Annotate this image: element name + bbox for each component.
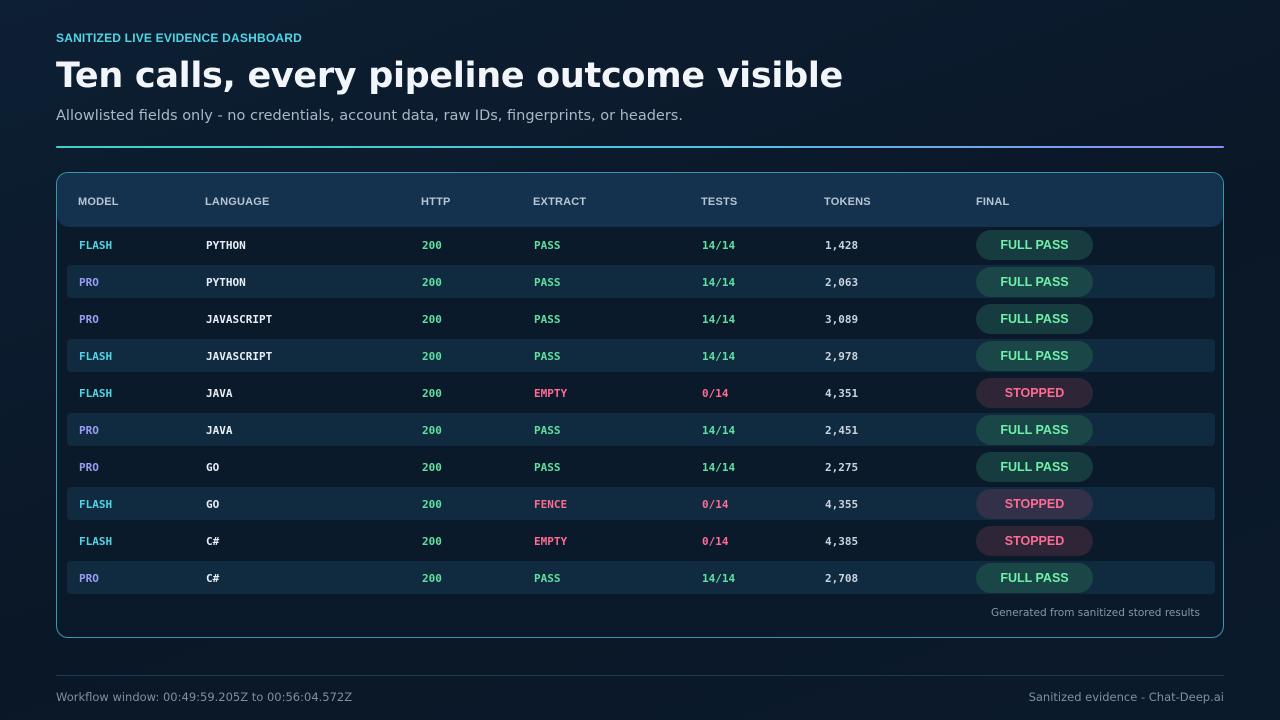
tests-cell: 14/14 xyxy=(702,572,736,585)
extract-cell: PASS xyxy=(534,239,561,252)
tests-cell: 0/14 xyxy=(702,498,729,511)
final-status-badge: FULL PASS xyxy=(976,415,1093,445)
extract-cell: PASS xyxy=(534,461,561,474)
column-header-tests: TESTS xyxy=(701,196,738,208)
page-title: Ten calls, every pipeline outcome visibl… xyxy=(56,56,843,96)
language-cell: JAVASCRIPT xyxy=(206,350,273,363)
http-status-cell: 200 xyxy=(422,387,442,400)
http-status-cell: 200 xyxy=(422,239,442,252)
model-cell: PRO xyxy=(79,572,99,585)
table-row: PRO C# 200 PASS 14/14 2,708 FULL PASS xyxy=(67,561,1215,594)
http-status-cell: 200 xyxy=(422,350,442,363)
language-cell: PYTHON xyxy=(206,239,246,252)
language-cell: JAVASCRIPT xyxy=(206,313,273,326)
table-footnote: Generated from sanitized stored results xyxy=(990,607,1200,619)
column-header-tokens: TOKENS xyxy=(824,196,871,208)
tokens-cell: 2,708 xyxy=(825,572,859,585)
final-status-badge: FULL PASS xyxy=(976,304,1093,334)
final-status-badge: STOPPED xyxy=(976,526,1093,556)
column-header-final: FINAL xyxy=(976,196,1010,208)
tests-cell: 14/14 xyxy=(702,424,736,437)
column-header-model: MODEL xyxy=(78,196,119,208)
tokens-cell: 4,385 xyxy=(825,535,859,548)
http-status-cell: 200 xyxy=(422,461,442,474)
final-status-badge: FULL PASS xyxy=(976,341,1093,371)
extract-cell: PASS xyxy=(534,572,561,585)
language-cell: JAVA xyxy=(206,387,233,400)
workflow-window: Workflow window: 00:49:59.205Z to 00:56:… xyxy=(56,690,353,704)
http-status-cell: 200 xyxy=(422,572,442,585)
column-header-extract: EXTRACT xyxy=(533,196,587,208)
header-divider xyxy=(56,146,1224,148)
language-cell: C# xyxy=(206,535,220,548)
footer-credit: Sanitized evidence - Chat-Deep.ai xyxy=(1028,690,1224,704)
language-cell: JAVA xyxy=(206,424,233,437)
table-header: MODEL LANGUAGE HTTP EXTRACT TESTS TOKENS… xyxy=(57,173,1223,227)
tokens-cell: 4,355 xyxy=(825,498,859,511)
http-status-cell: 200 xyxy=(422,535,442,548)
tests-cell: 14/14 xyxy=(702,313,736,326)
table-row: FLASH PYTHON 200 PASS 14/14 1,428 FULL PASS xyxy=(67,228,1215,261)
model-cell: FLASH xyxy=(79,498,113,511)
extract-cell: EMPTY xyxy=(534,535,568,548)
final-status-badge: STOPPED xyxy=(976,378,1093,408)
extract-cell: PASS xyxy=(534,350,561,363)
model-cell: FLASH xyxy=(79,350,113,363)
tokens-cell: 1,428 xyxy=(825,239,859,252)
model-cell: FLASH xyxy=(79,239,113,252)
footer-divider xyxy=(56,675,1224,676)
http-status-cell: 200 xyxy=(422,498,442,511)
extract-cell: EMPTY xyxy=(534,387,568,400)
page-subtitle: Allowlisted fields only - no credentials… xyxy=(56,108,683,124)
results-table: MODEL LANGUAGE HTTP EXTRACT TESTS TOKENS… xyxy=(56,172,1224,638)
table-row: PRO GO 200 PASS 14/14 2,275 FULL PASS xyxy=(67,450,1215,483)
model-cell: PRO xyxy=(79,461,99,474)
table-row: PRO JAVASCRIPT 200 PASS 14/14 3,089 FULL PASS xyxy=(67,302,1215,335)
tests-cell: 14/14 xyxy=(702,461,736,474)
final-status-badge: FULL PASS xyxy=(976,563,1093,593)
model-cell: FLASH xyxy=(79,387,113,400)
tokens-cell: 2,275 xyxy=(825,461,859,474)
model-cell: PRO xyxy=(79,424,99,437)
tests-cell: 0/14 xyxy=(702,535,729,548)
http-status-cell: 200 xyxy=(422,276,442,289)
tests-cell: 14/14 xyxy=(702,276,736,289)
tests-cell: 0/14 xyxy=(702,387,729,400)
extract-cell: FENCE xyxy=(534,498,568,511)
model-cell: PRO xyxy=(79,313,99,326)
dashboard-eyebrow: SANITIZED LIVE EVIDENCE DASHBOARD xyxy=(56,31,302,45)
final-status-badge: FULL PASS xyxy=(976,452,1093,482)
table-row: PRO PYTHON 200 PASS 14/14 2,063 FULL PASS xyxy=(67,265,1215,298)
table-row: FLASH GO 200 FENCE 0/14 4,355 STOPPED xyxy=(67,487,1215,520)
table-row: FLASH JAVA 200 EMPTY 0/14 4,351 STOPPED xyxy=(67,376,1215,409)
table-body: FLASH PYTHON 200 PASS 14/14 1,428 FULL PASS PRO… xyxy=(67,228,1215,598)
tokens-cell: 4,351 xyxy=(825,387,859,400)
tokens-cell: 2,451 xyxy=(825,424,859,437)
tokens-cell: 3,089 xyxy=(825,313,859,326)
language-cell: PYTHON xyxy=(206,276,246,289)
extract-cell: PASS xyxy=(534,276,561,289)
model-cell: PRO xyxy=(79,276,99,289)
tokens-cell: 2,978 xyxy=(825,350,859,363)
extract-cell: PASS xyxy=(534,424,561,437)
http-status-cell: 200 xyxy=(422,424,442,437)
language-cell: GO xyxy=(206,461,220,474)
table-row: FLASH C# 200 EMPTY 0/14 4,385 STOPPED xyxy=(67,524,1215,557)
final-status-badge: FULL PASS xyxy=(976,230,1093,260)
language-cell: GO xyxy=(206,498,220,511)
tokens-cell: 2,063 xyxy=(825,276,859,289)
tests-cell: 14/14 xyxy=(702,239,736,252)
tests-cell: 14/14 xyxy=(702,350,736,363)
table-row: FLASH JAVASCRIPT 200 PASS 14/14 2,978 FULL PAS… xyxy=(67,339,1215,372)
column-header-language: LANGUAGE xyxy=(205,196,270,208)
language-cell: C# xyxy=(206,572,220,585)
final-status-badge: FULL PASS xyxy=(976,267,1093,297)
model-cell: FLASH xyxy=(79,535,113,548)
column-header-http: HTTP xyxy=(421,196,451,208)
extract-cell: PASS xyxy=(534,313,561,326)
table-row: PRO JAVA 200 PASS 14/14 2,451 FULL PASS xyxy=(67,413,1215,446)
final-status-badge: STOPPED xyxy=(976,489,1093,519)
http-status-cell: 200 xyxy=(422,313,442,326)
